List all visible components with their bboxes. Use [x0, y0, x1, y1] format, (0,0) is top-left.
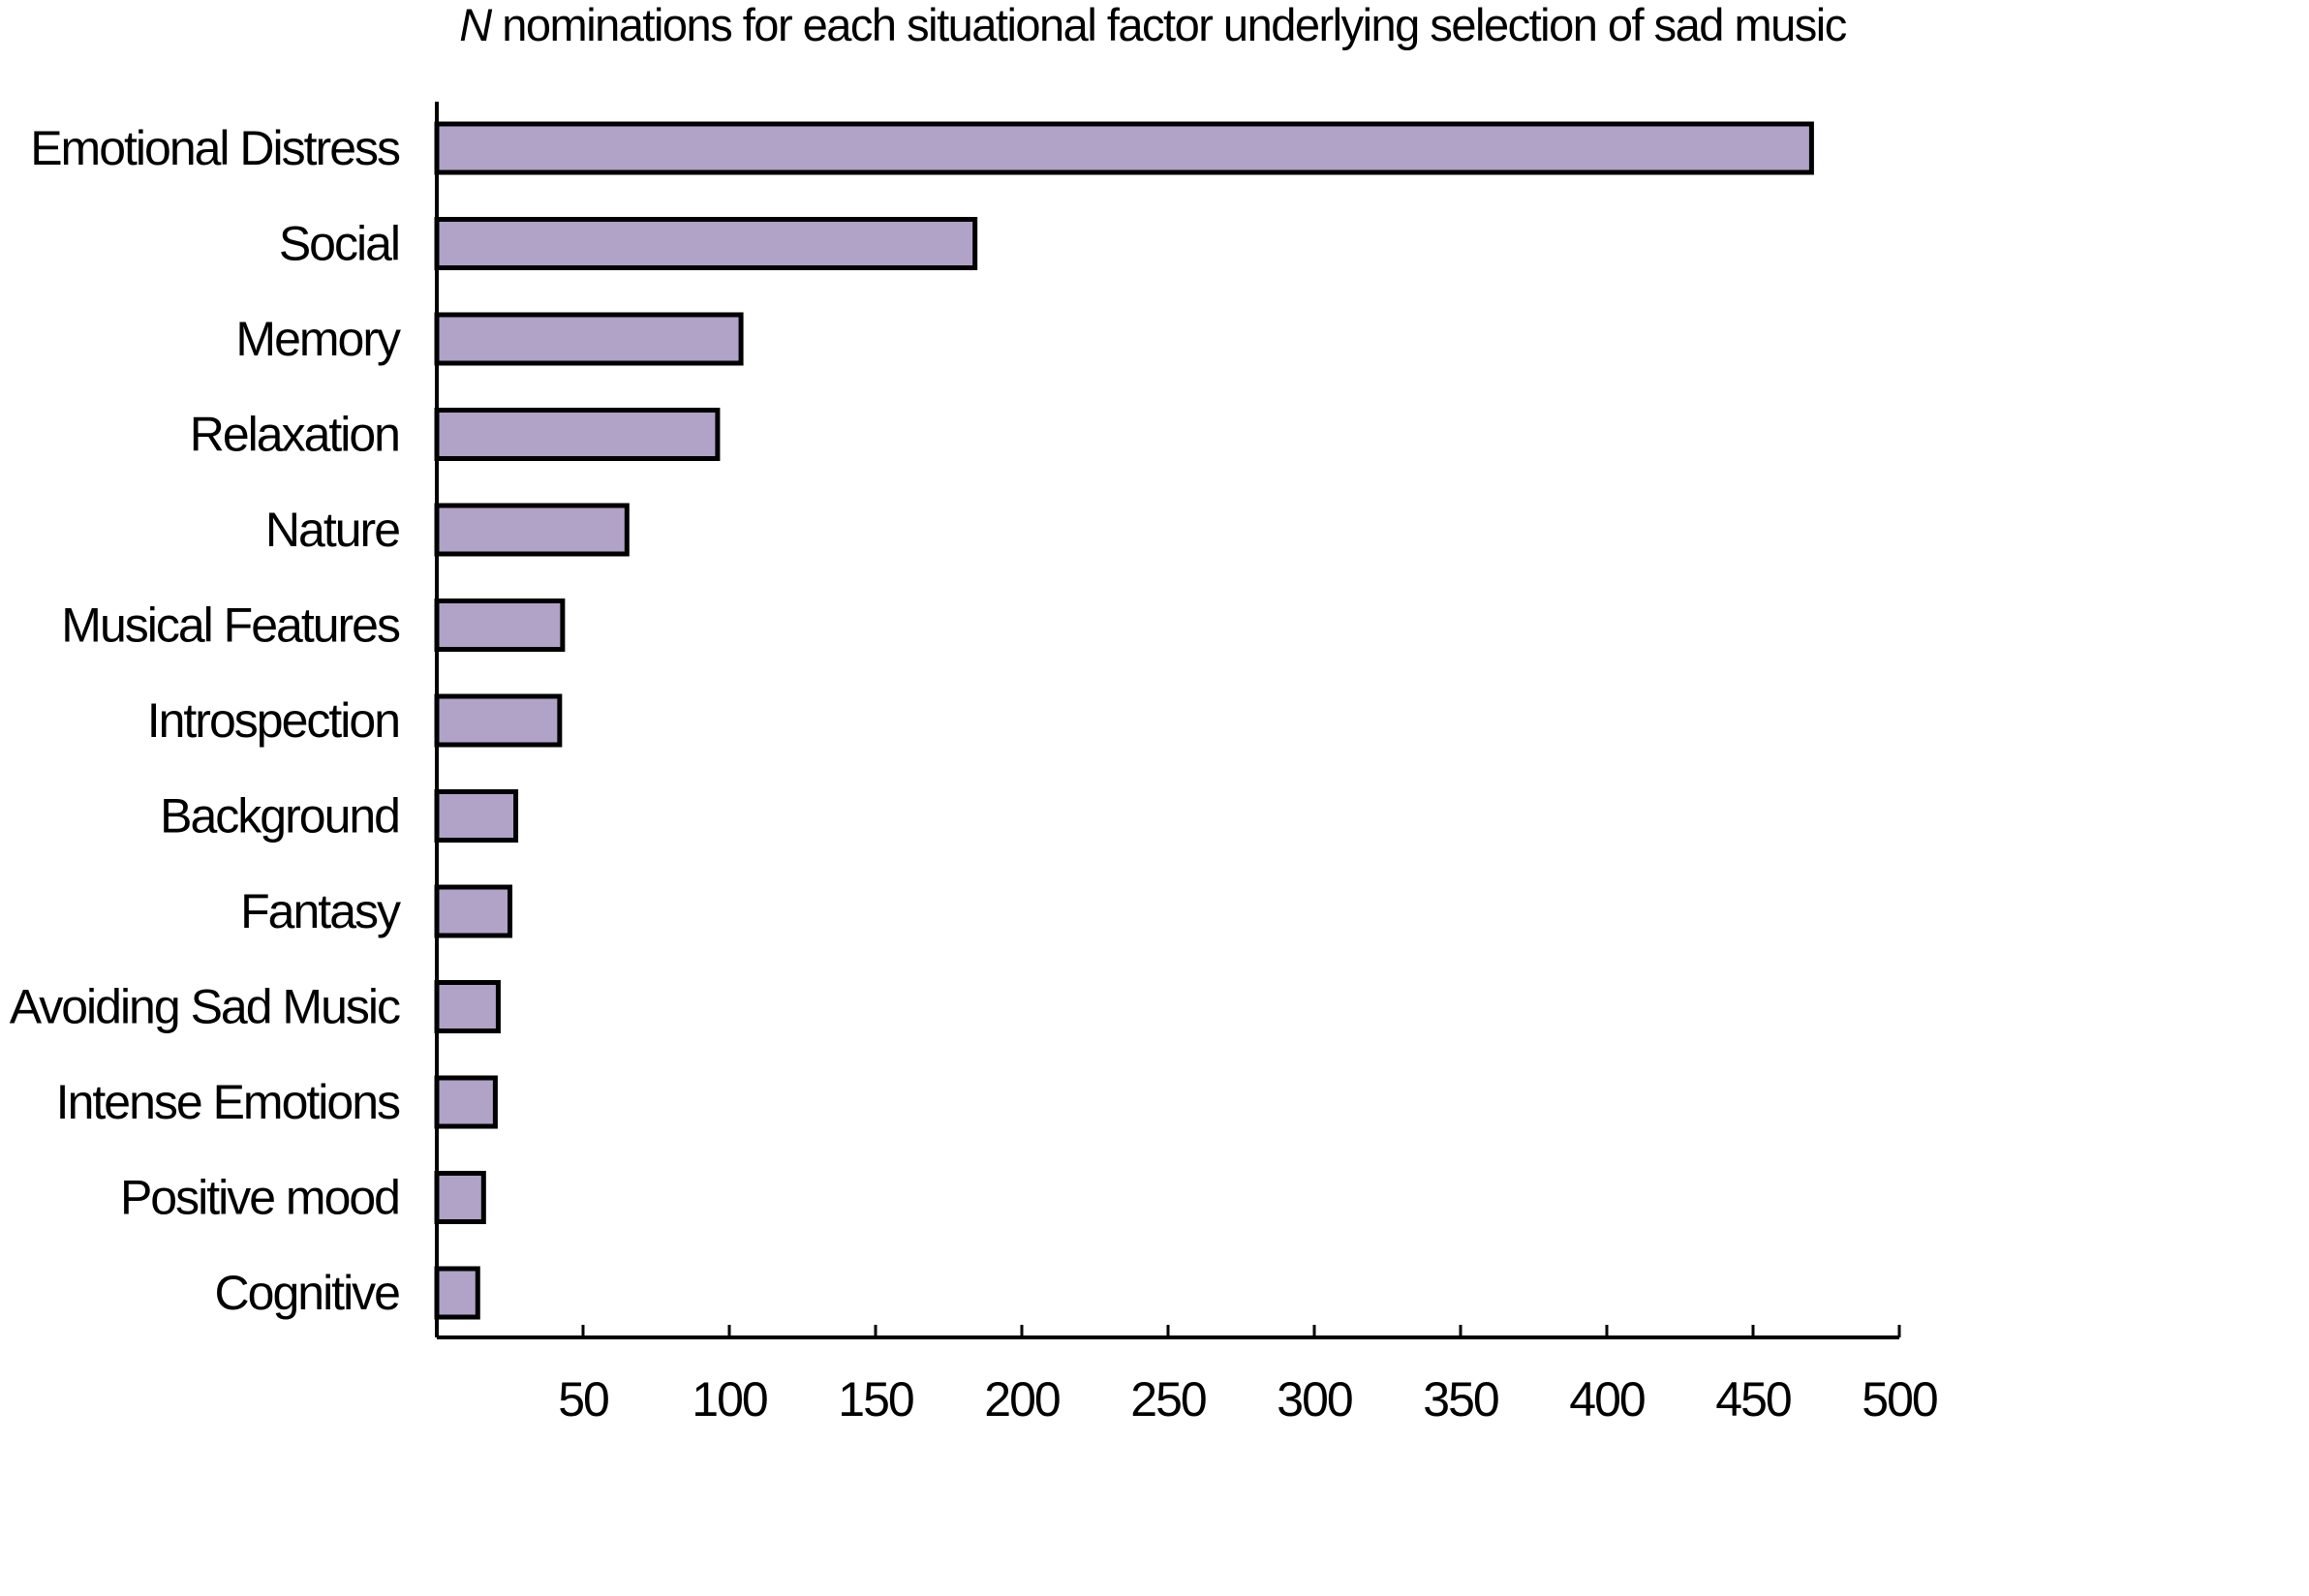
category-label-memory: Memory [235, 312, 401, 366]
chart-title-italic: N [459, 0, 492, 50]
bar-avoiding-sad-music [434, 980, 501, 1033]
x-tick-label-300: 300 [1277, 1372, 1352, 1427]
x-tick-label-150: 150 [838, 1372, 913, 1427]
bar-fantasy [434, 884, 512, 938]
x-tick-label-250: 250 [1130, 1372, 1206, 1427]
category-labels: Emotional Distress Social Memory Relaxation… [10, 121, 403, 1320]
x-tick-label-450: 450 [1715, 1372, 1791, 1427]
x-tick-label-400: 400 [1569, 1372, 1645, 1427]
x-tick-label-100: 100 [692, 1372, 767, 1427]
bar-emotional-distress [434, 121, 1814, 175]
chart-title: N nominations for each situational facto… [459, 0, 1846, 50]
x-axis-ticks: 50 100 150 200 250 300 350 400 450 500 [558, 1325, 1939, 1427]
bar-positive-mood [434, 1171, 486, 1224]
x-tick-label-500: 500 [1862, 1372, 1937, 1427]
category-label-nature: Nature [265, 503, 399, 557]
bar-musical-features [434, 598, 566, 652]
category-label-musical-features: Musical Features [61, 598, 400, 653]
bars-group [434, 121, 1814, 1320]
category-label-emotional-distress: Emotional Distress [30, 121, 400, 175]
bar-relaxation [434, 408, 721, 461]
x-tick-label-350: 350 [1423, 1372, 1498, 1427]
bar-memory [434, 312, 744, 366]
bar-social [434, 217, 978, 270]
category-label-intense-emotions: Intense Emotions [56, 1075, 400, 1129]
category-label-cognitive: Cognitive [215, 1266, 400, 1320]
bar-background [434, 789, 519, 843]
category-label-background: Background [160, 789, 399, 844]
x-tick-label-200: 200 [984, 1372, 1060, 1427]
category-label-fantasy: Fantasy [240, 884, 401, 938]
bar-nature [434, 503, 630, 557]
category-label-social: Social [279, 217, 399, 271]
category-label-introspection: Introspection [147, 693, 399, 748]
category-label-relaxation: Relaxation [190, 408, 399, 462]
bar-cognitive [434, 1266, 480, 1320]
bar-intense-emotions [434, 1075, 498, 1129]
x-tick-label-50: 50 [558, 1372, 608, 1427]
bar-introspection [434, 693, 563, 748]
category-label-avoiding-sad-music: Avoiding Sad Music [10, 980, 400, 1034]
category-label-positive-mood: Positive mood [120, 1171, 399, 1225]
chart-title-rest: nominations for each situational factor … [491, 0, 1847, 50]
